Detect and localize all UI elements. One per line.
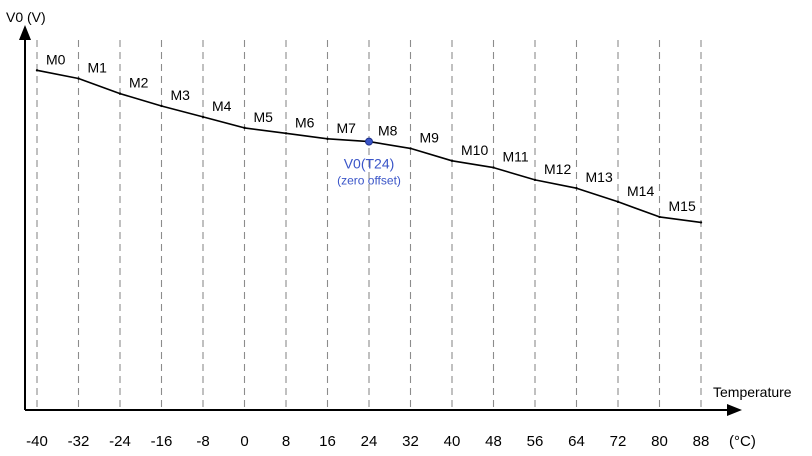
point-label: M11 bbox=[503, 149, 529, 165]
data-point bbox=[201, 115, 205, 119]
data-point bbox=[160, 104, 163, 108]
data-point bbox=[533, 178, 537, 182]
point-label: M13 bbox=[586, 169, 613, 185]
point-label: M10 bbox=[461, 142, 488, 158]
x-tick-label: 56 bbox=[527, 433, 544, 450]
x-tick-label: -16 bbox=[151, 433, 173, 450]
x-tick-label: 88 bbox=[693, 433, 710, 450]
data-point bbox=[450, 159, 454, 162]
point-label: M12 bbox=[544, 161, 571, 177]
x-axis-label: Temperature bbox=[713, 384, 792, 400]
ticks-layer: -40 -32 -24 -16 -8 0 8 16 24 32 40 48 56 64 72 80 88 bbox=[26, 433, 709, 450]
x-tick-label: 8 bbox=[282, 433, 290, 450]
highlight-sublabel: (zero offset) bbox=[337, 174, 401, 188]
y-axis-arrow-icon bbox=[19, 25, 31, 40]
x-tick-label: 0 bbox=[240, 433, 248, 450]
x-tick-label: 48 bbox=[485, 433, 502, 450]
data-point bbox=[575, 186, 578, 190]
point-label: M0 bbox=[46, 51, 66, 67]
data-point bbox=[77, 77, 80, 80]
data-point bbox=[699, 221, 703, 224]
data-point bbox=[616, 200, 620, 204]
point-label: M9 bbox=[420, 129, 440, 145]
data-point bbox=[658, 215, 661, 219]
x-tick-label: 64 bbox=[568, 433, 585, 450]
data-point bbox=[492, 166, 495, 169]
point-label: M14 bbox=[627, 183, 654, 199]
labels-layer: M0 M1 M2 M3 M4 M5 M6 M7 M8 M9 M10 M11 M12 M13 M14 M15 bbox=[46, 51, 696, 214]
point-label: M8 bbox=[378, 123, 398, 139]
data-point bbox=[243, 126, 246, 130]
x-tick-label: 80 bbox=[651, 433, 668, 450]
x-tick-label: 16 bbox=[319, 433, 336, 450]
x-tick-label: 72 bbox=[610, 433, 627, 450]
x-axis-arrow-icon bbox=[727, 404, 742, 416]
x-tick-label: -32 bbox=[68, 433, 90, 450]
x-tick-label: -8 bbox=[196, 433, 209, 450]
point-label: M4 bbox=[212, 98, 232, 114]
point-label: M1 bbox=[88, 60, 108, 76]
x-tick-label: 40 bbox=[444, 433, 461, 450]
x-tick-label: -24 bbox=[109, 433, 131, 450]
point-label: M15 bbox=[669, 198, 696, 214]
x-tick-label: 24 bbox=[361, 433, 378, 450]
highlight-layer: V0(T24) (zero offset) bbox=[337, 137, 401, 188]
y-axis-label: V0 (V) bbox=[6, 9, 46, 25]
data-point bbox=[118, 92, 122, 95]
highlight-point bbox=[365, 137, 373, 146]
data-point bbox=[409, 147, 412, 150]
point-label: M2 bbox=[129, 75, 149, 91]
point-label: M5 bbox=[254, 109, 274, 125]
axes-layer: V0 (V) Temperature (°C) bbox=[6, 9, 792, 450]
point-label: M6 bbox=[295, 114, 315, 130]
grid-layer bbox=[36, 40, 702, 410]
x-tick-label: -40 bbox=[26, 433, 48, 450]
point-label: M7 bbox=[337, 120, 357, 136]
highlight-label: V0(T24) bbox=[344, 156, 395, 172]
point-label: M3 bbox=[171, 87, 191, 103]
data-point bbox=[326, 137, 329, 141]
data-point bbox=[35, 69, 39, 72]
x-axis-unit: (°C) bbox=[729, 433, 756, 450]
data-point bbox=[284, 132, 288, 135]
x-tick-label: 32 bbox=[402, 433, 419, 450]
